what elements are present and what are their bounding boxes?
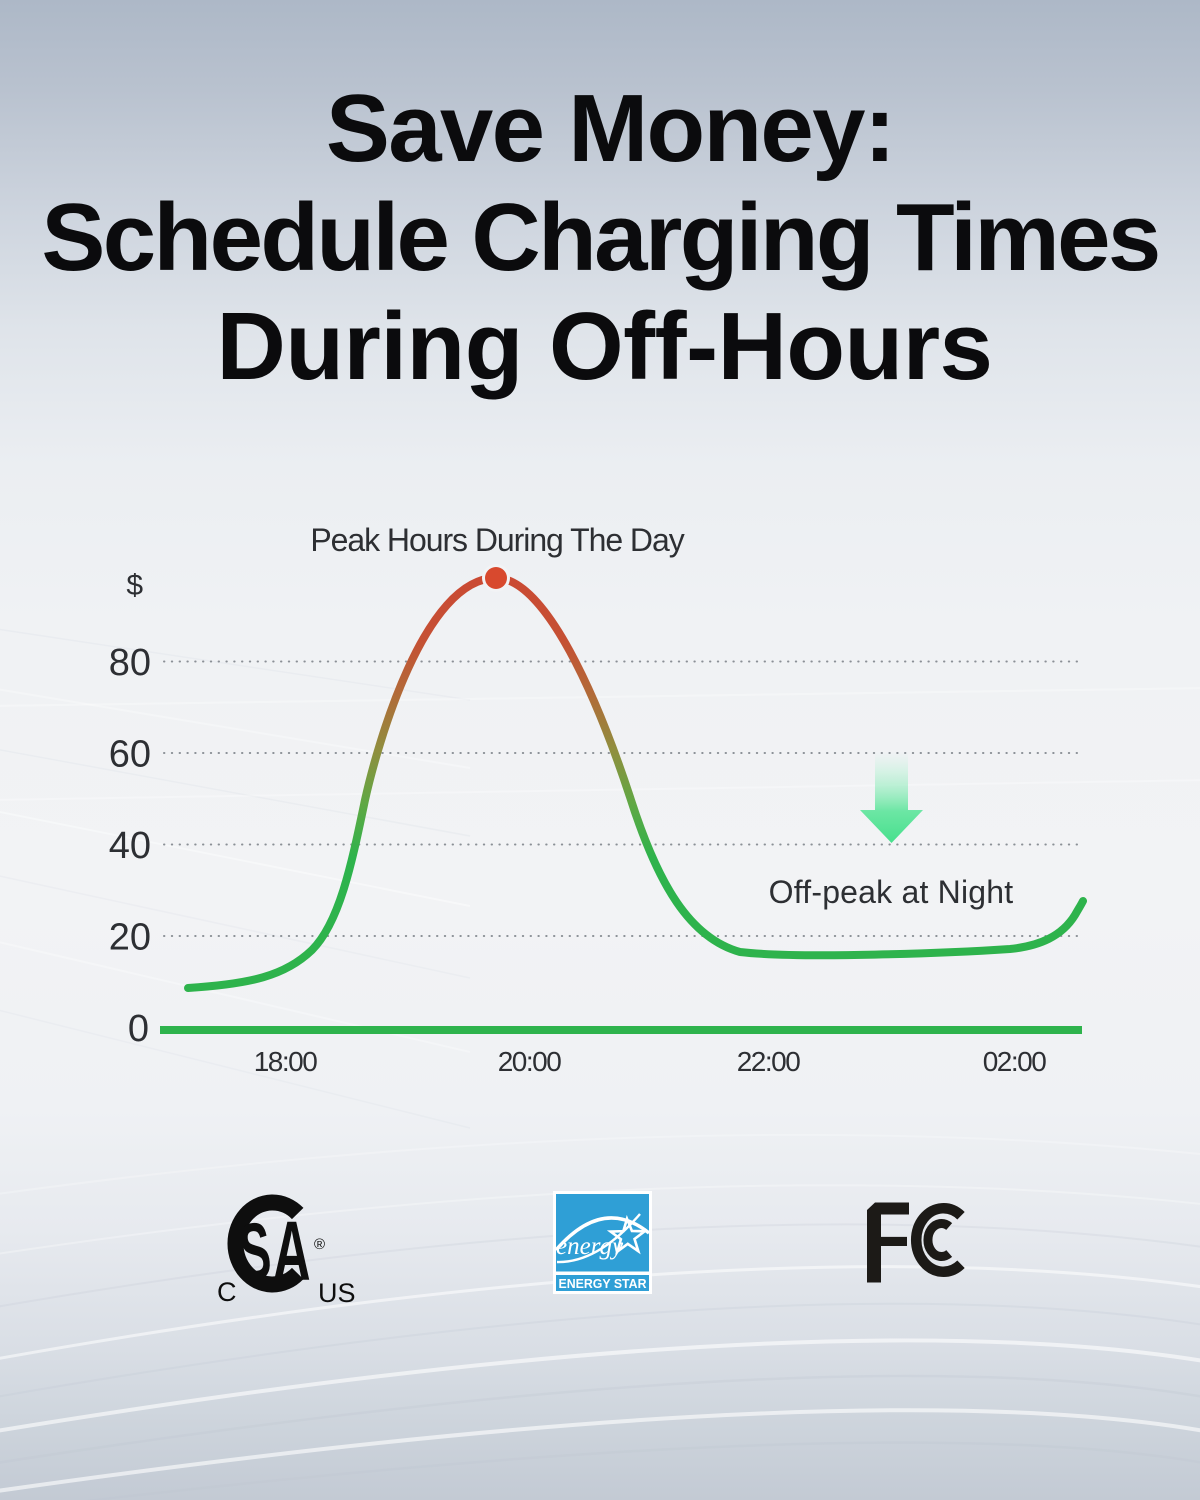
svg-text:80: 80 — [109, 642, 151, 684]
svg-text:20:00: 20:00 — [498, 1046, 561, 1077]
svg-text:$: $ — [126, 569, 143, 602]
svg-text:40: 40 — [109, 825, 151, 867]
svg-text:A: A — [273, 1204, 311, 1298]
svg-text:S: S — [236, 1205, 275, 1297]
svg-text:22:00: 22:00 — [737, 1046, 800, 1077]
svg-text:US: US — [318, 1278, 356, 1308]
svg-text:Off-peak at Night: Off-peak at Night — [769, 874, 1014, 910]
svg-text:®: ® — [314, 1236, 325, 1253]
svg-text:energy: energy — [556, 1233, 624, 1260]
svg-text:20: 20 — [109, 917, 151, 959]
svg-text:60: 60 — [109, 734, 151, 776]
svg-text:18:00: 18:00 — [254, 1046, 317, 1077]
svg-text:C: C — [217, 1277, 237, 1307]
svg-text:Peak Hours During The Day: Peak Hours During The Day — [310, 522, 684, 558]
svg-text:ENERGY STAR: ENERGY STAR — [559, 1276, 648, 1291]
svg-text:0: 0 — [128, 1008, 149, 1050]
svg-text:02:00: 02:00 — [983, 1046, 1046, 1077]
